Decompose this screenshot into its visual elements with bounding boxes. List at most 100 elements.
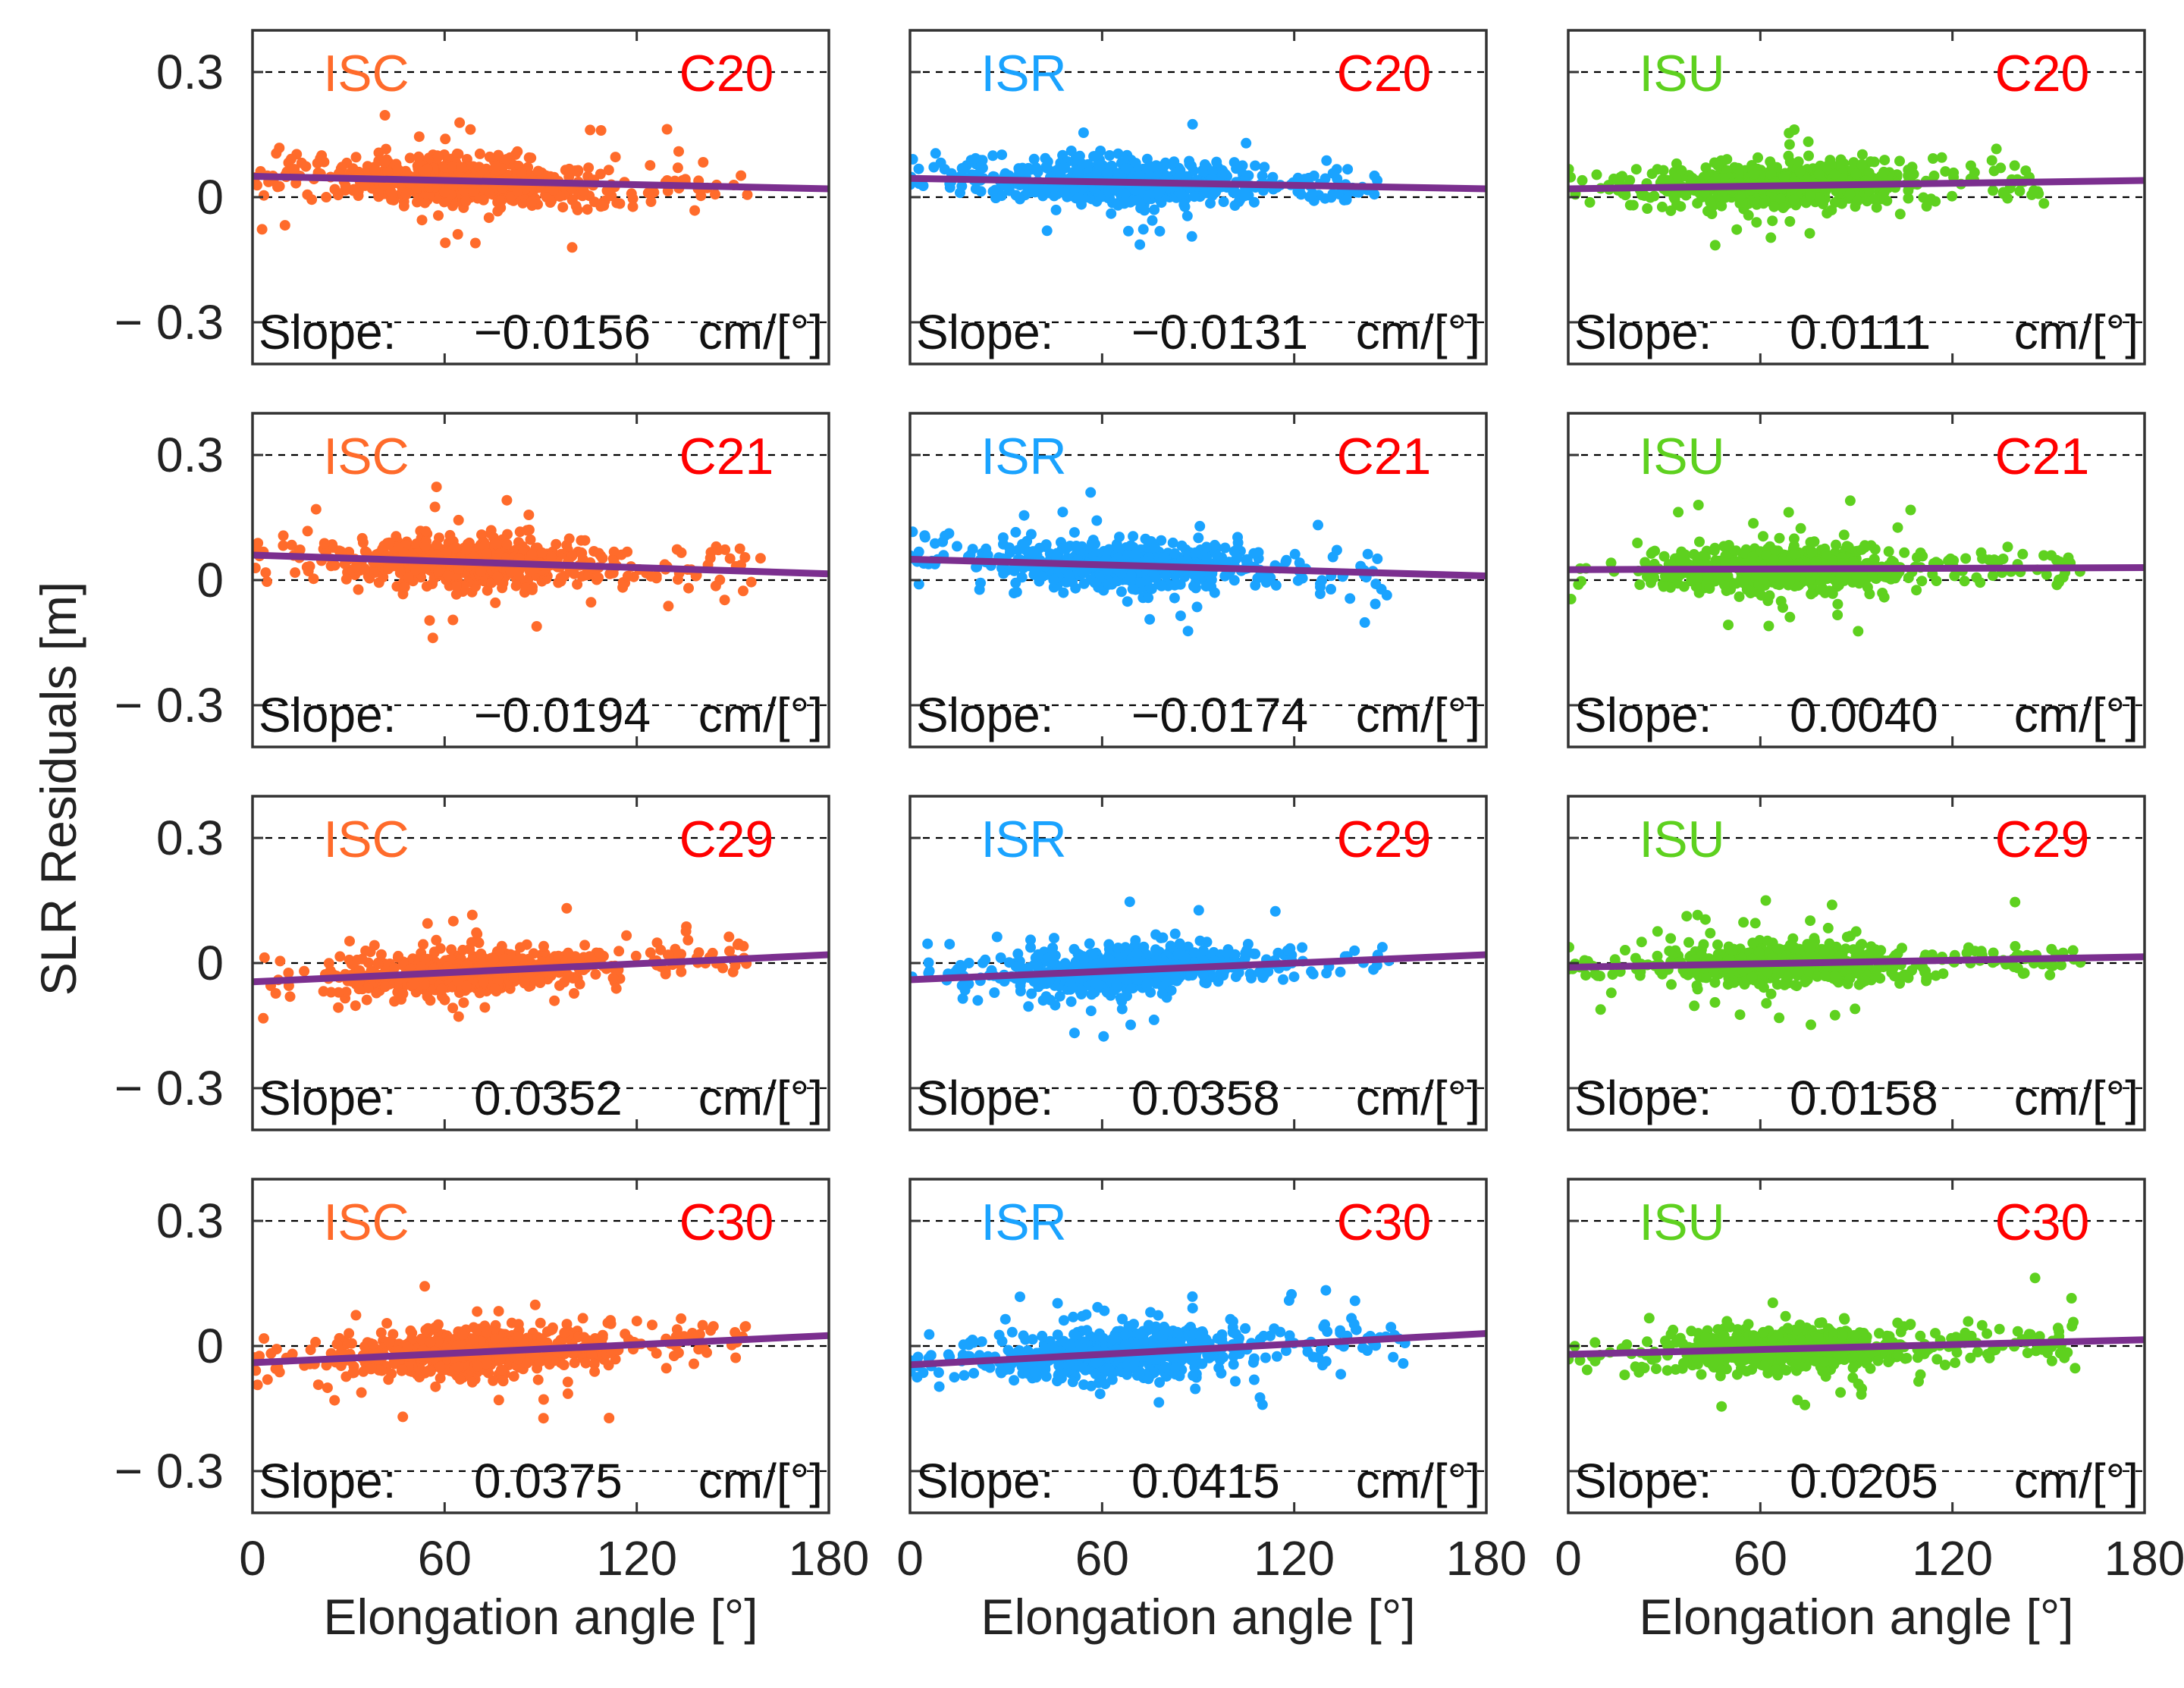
data-point — [1297, 942, 1308, 953]
data-point — [919, 530, 930, 541]
y-tick-label: 0.3 — [156, 811, 224, 865]
data-point — [400, 189, 412, 200]
data-point — [1869, 156, 1880, 168]
data-point — [321, 192, 332, 202]
data-point — [1709, 545, 1720, 556]
data-point — [1576, 576, 1586, 587]
data-point — [1784, 127, 1795, 139]
data-point — [1776, 556, 1787, 567]
data-point — [525, 534, 536, 545]
data-point — [1815, 584, 1827, 595]
slope-prefix: Slope: — [259, 305, 396, 359]
data-point — [422, 163, 433, 174]
data-point — [1959, 576, 1970, 587]
data-point — [2029, 185, 2039, 196]
data-point — [447, 614, 459, 626]
data-point — [433, 566, 444, 577]
data-point — [1903, 573, 1914, 584]
data-point — [1316, 575, 1328, 586]
slope-value: −0.0131 — [1131, 305, 1308, 359]
data-point — [1065, 146, 1077, 156]
data-point — [389, 962, 400, 974]
data-point — [461, 544, 472, 555]
data-point — [323, 958, 334, 969]
data-point — [1138, 224, 1149, 235]
data-point — [1248, 196, 1260, 208]
data-point — [1040, 152, 1051, 164]
data-point — [1605, 557, 1617, 569]
data-point — [303, 566, 314, 577]
data-point — [1743, 209, 1754, 221]
data-point — [1700, 162, 1712, 174]
data-point — [513, 537, 524, 548]
data-point — [1790, 549, 1801, 560]
data-point — [563, 970, 574, 981]
data-point — [285, 153, 297, 165]
data-point — [501, 538, 513, 550]
data-point — [1903, 193, 1914, 204]
data-point — [626, 188, 637, 199]
data-point — [1058, 587, 1069, 598]
data-point — [1869, 193, 1880, 205]
data-point — [474, 148, 485, 159]
data-point — [302, 189, 313, 200]
data-point — [372, 959, 384, 969]
data-point — [532, 165, 544, 177]
data-point — [1078, 578, 1090, 589]
data-point — [1028, 546, 1039, 557]
data-point — [275, 955, 286, 967]
data-point — [439, 187, 450, 198]
data-point — [683, 582, 694, 594]
data-point — [1706, 209, 1718, 219]
data-point — [350, 561, 362, 573]
data-point — [1341, 194, 1352, 206]
data-point — [1144, 613, 1156, 625]
data-point — [1320, 193, 1331, 204]
data-point — [622, 570, 633, 582]
data-point — [613, 946, 625, 957]
data-point — [717, 962, 729, 974]
data-point — [452, 975, 463, 987]
data-point — [538, 940, 549, 952]
data-point — [642, 187, 654, 199]
data-point — [1723, 540, 1734, 551]
data-point — [1295, 189, 1307, 200]
method-label: ISC — [323, 428, 409, 485]
slope-unit: cm/[°] — [2014, 305, 2138, 359]
data-point — [1949, 570, 1960, 582]
data-point — [1010, 526, 1021, 538]
data-point — [551, 538, 562, 550]
data-point — [447, 1002, 459, 1014]
data-point — [356, 532, 368, 544]
data-point — [379, 157, 391, 168]
data-point — [1211, 156, 1222, 168]
data-point — [394, 567, 406, 579]
data-point — [391, 531, 402, 542]
data-point — [578, 185, 589, 196]
data-point — [1184, 158, 1195, 170]
data-point — [601, 185, 613, 196]
data-point — [1342, 164, 1354, 175]
data-point — [1010, 190, 1021, 201]
data-point — [262, 576, 272, 587]
data-point — [1894, 155, 1905, 167]
slope-value: −0.0194 — [474, 688, 651, 742]
data-point — [1853, 626, 1864, 637]
slope-value: −0.0156 — [474, 305, 651, 359]
method-label: ISU — [1639, 45, 1724, 102]
data-point — [1832, 610, 1844, 620]
data-point — [1766, 160, 1778, 171]
data-point — [422, 918, 433, 929]
data-point — [510, 580, 522, 591]
data-point — [375, 949, 387, 960]
data-point — [661, 124, 673, 135]
data-point — [1774, 532, 1785, 544]
data-point — [344, 954, 355, 965]
data-point — [536, 547, 548, 558]
data-point — [1753, 152, 1763, 163]
data-point — [996, 149, 1008, 161]
method-label: ISR — [981, 45, 1066, 102]
data-point — [1241, 554, 1251, 566]
data-point — [454, 117, 466, 128]
